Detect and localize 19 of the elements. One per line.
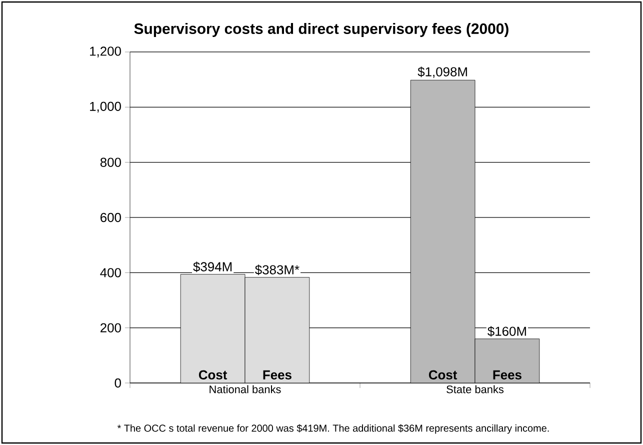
series-label: Fees	[263, 370, 292, 380]
y-tick-label: 1,000	[90, 102, 121, 112]
data-label: $383M*	[255, 264, 300, 276]
data-label: $1,098M	[418, 66, 467, 78]
y-tick-label: 800	[100, 158, 121, 167]
series-label: Cost	[198, 370, 228, 380]
y-tick-label: 200	[100, 323, 121, 332]
x-tick-label: National banks	[210, 385, 281, 394]
chart-title: Supervisory costs and direct supervisory fees (2000)	[134, 23, 508, 37]
x-tick-label: State banks	[446, 385, 504, 394]
text: Fees	[493, 370, 522, 380]
y-tick-label: 0	[114, 378, 121, 388]
data-label: $160M	[488, 326, 526, 337]
data-label: $394M	[193, 262, 232, 272]
y-tick-label: 1,200	[90, 46, 121, 58]
y-tick-label: 600	[100, 212, 121, 222]
y-tick-label: 400	[100, 268, 121, 278]
text: * The OCC s total revenue for 2000 was $419M. The additional $36M represents ancillary income.	[117, 424, 549, 434]
text: Cost	[428, 370, 458, 380]
